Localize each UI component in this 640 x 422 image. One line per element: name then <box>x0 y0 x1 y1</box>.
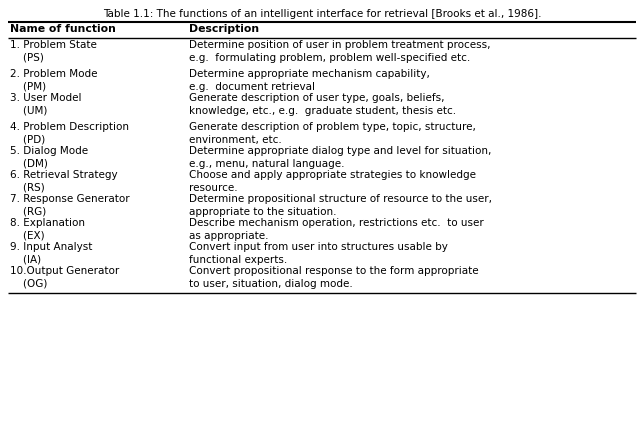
Text: 9. Input Analyst
    (IA): 9. Input Analyst (IA) <box>10 242 92 265</box>
Text: Table 1.1: The functions of an intelligent interface for retrieval [Brooks et al: Table 1.1: The functions of an intellige… <box>103 9 541 19</box>
Text: Describe mechanism operation, restrictions etc.  to user
as appropriate.: Describe mechanism operation, restrictio… <box>189 218 484 241</box>
Text: Generate description of user type, goals, beliefs,
knowledge, etc., e.g.  gradua: Generate description of user type, goals… <box>189 93 456 116</box>
Text: 1. Problem State
    (PS): 1. Problem State (PS) <box>10 40 97 63</box>
Text: 7. Response Generator
    (RG): 7. Response Generator (RG) <box>10 194 130 217</box>
Text: 5. Dialog Mode
    (DM): 5. Dialog Mode (DM) <box>10 146 88 169</box>
Text: Convert propositional response to the form appropriate
to user, situation, dialo: Convert propositional response to the fo… <box>189 266 479 289</box>
Text: 6. Retrieval Strategy
    (RS): 6. Retrieval Strategy (RS) <box>10 170 118 193</box>
Text: Name of function: Name of function <box>10 24 116 34</box>
Text: Determine appropriate dialog type and level for situation,
e.g., menu, natural l: Determine appropriate dialog type and le… <box>189 146 492 169</box>
Text: 8. Explanation
    (EX): 8. Explanation (EX) <box>10 218 85 241</box>
Text: 3. User Model
    (UM): 3. User Model (UM) <box>10 93 81 116</box>
Text: Determine appropriate mechanism capability,
e.g.  document retrieval: Determine appropriate mechanism capabili… <box>189 69 430 92</box>
Text: Determine propositional structure of resource to the user,
appropriate to the si: Determine propositional structure of res… <box>189 194 492 217</box>
Text: Description: Description <box>189 24 259 34</box>
Text: 10.Output Generator
    (OG): 10.Output Generator (OG) <box>10 266 119 289</box>
Text: Convert input from user into structures usable by
functional experts.: Convert input from user into structures … <box>189 242 448 265</box>
Text: 2. Problem Mode
    (PM): 2. Problem Mode (PM) <box>10 69 97 92</box>
Text: Choose and apply appropriate strategies to knowledge
resource.: Choose and apply appropriate strategies … <box>189 170 476 193</box>
Text: Generate description of problem type, topic, structure,
environment, etc.: Generate description of problem type, to… <box>189 122 476 145</box>
Text: 4. Problem Description
    (PD): 4. Problem Description (PD) <box>10 122 129 145</box>
Text: Determine position of user in problem treatment process,
e.g.  formulating probl: Determine position of user in problem tr… <box>189 40 490 63</box>
